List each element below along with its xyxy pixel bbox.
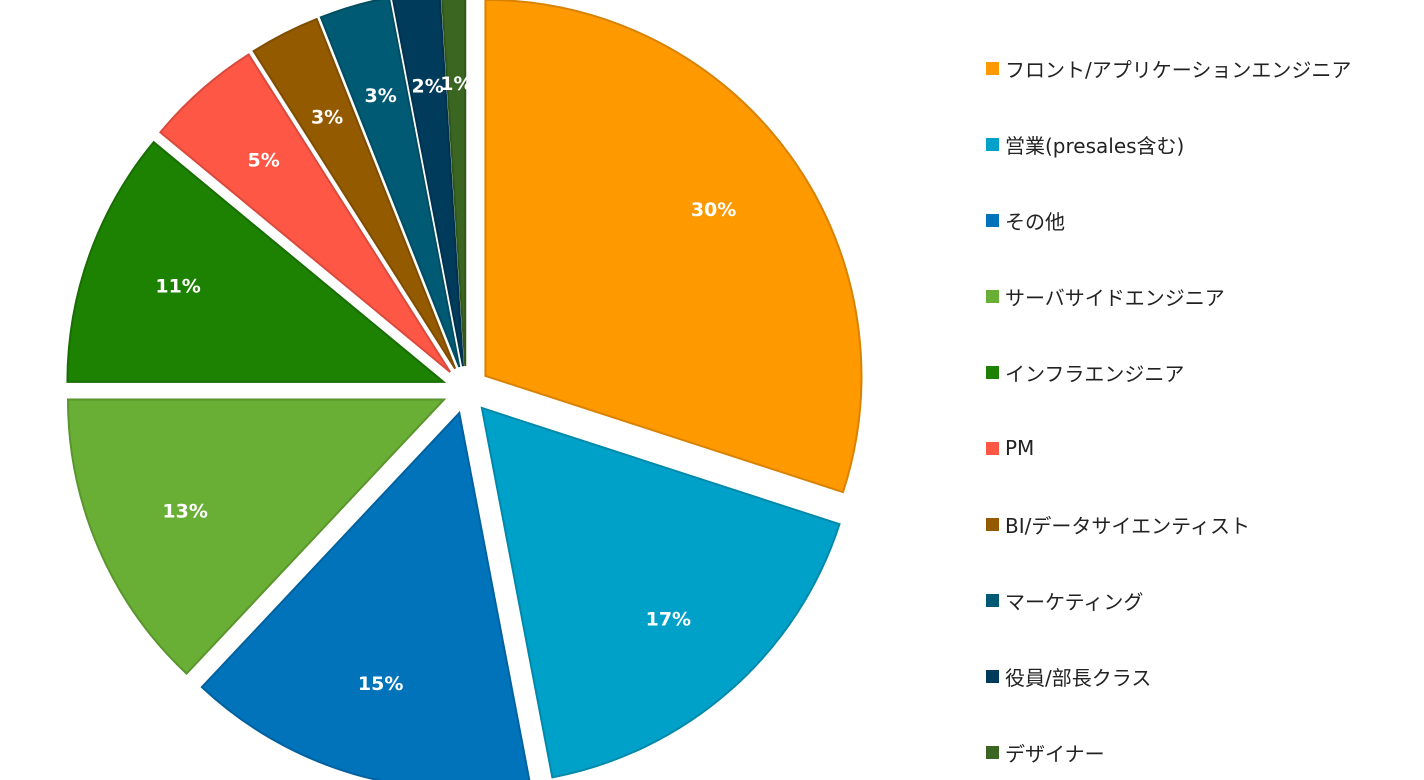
pie-slice: [252, 17, 457, 370]
pie-slice: [159, 53, 451, 373]
legend-item: 役員/部長クラス: [986, 638, 1416, 714]
slice-label: 11%: [155, 275, 200, 297]
slice-label: 5%: [248, 149, 280, 171]
legend-item: サーバサイドエンジニア: [986, 258, 1416, 334]
legend-swatch: [986, 365, 999, 379]
legend-swatch: [986, 213, 999, 227]
pie-slice: [319, 0, 461, 368]
legend-swatch: [986, 517, 999, 531]
pie-slice: [392, 0, 464, 367]
legend-label: その他: [1005, 209, 1065, 234]
legend-label: サーバサイドエンジニア: [1005, 285, 1225, 310]
legend-label: PM: [1005, 436, 1035, 460]
legend-item: PM: [986, 410, 1416, 486]
pie-slice: [66, 398, 447, 676]
legend-swatch: [986, 289, 999, 303]
pie-slice: [200, 410, 531, 780]
legend-item: その他: [986, 182, 1416, 258]
legend-item: インフラエンジニア: [986, 334, 1416, 410]
legend-label: マーケティング: [1005, 589, 1144, 614]
legend-item: マーケティング: [986, 562, 1416, 638]
legend-label: 役員/部長クラス: [1005, 665, 1152, 690]
legend-label: BI/データサイエンティスト: [1005, 513, 1250, 538]
legend-item: 営業(presales含む): [986, 106, 1416, 182]
slice-label: 30%: [691, 199, 736, 221]
slice-label: 3%: [364, 85, 396, 107]
slice-label: 15%: [358, 673, 403, 695]
legend-swatch: [986, 745, 999, 759]
legend-label: インフラエンジニア: [1005, 361, 1185, 386]
legend-item: フロント/アプリケーションエンジニア: [986, 30, 1416, 106]
legend-label: フロント/アプリケーションエンジニア: [1005, 57, 1352, 82]
slice-label: 13%: [162, 501, 207, 523]
pie-chart-plot: 30% 17% 15% 13% 11% 5% 3% 3% 2%1%: [66, 0, 863, 780]
slice-label: 3%: [311, 106, 343, 128]
chart-legend: フロント/アプリケーションエンジニア 営業(presales含む) その他サーバサイ…: [986, 30, 1416, 780]
legend-swatch: [986, 593, 999, 607]
legend-label: 営業(presales含む): [1005, 133, 1185, 158]
legend-swatch: [986, 441, 999, 455]
pie-slice: [66, 140, 447, 383]
slice-label: 2%: [412, 75, 444, 97]
pie-slice: [441, 0, 467, 367]
legend-item: デザイナー: [986, 714, 1416, 780]
legend-label: デザイナー: [1005, 741, 1105, 766]
legend-swatch: [986, 61, 999, 75]
legend-swatch: [986, 669, 999, 683]
legend-item: BI/データサイエンティスト: [986, 486, 1416, 562]
slice-label: 1%: [440, 73, 472, 95]
legend-swatch: [986, 137, 999, 151]
pie-slice: [480, 406, 841, 779]
slice-label: 17%: [646, 609, 691, 631]
pie-slice: [484, 0, 863, 494]
